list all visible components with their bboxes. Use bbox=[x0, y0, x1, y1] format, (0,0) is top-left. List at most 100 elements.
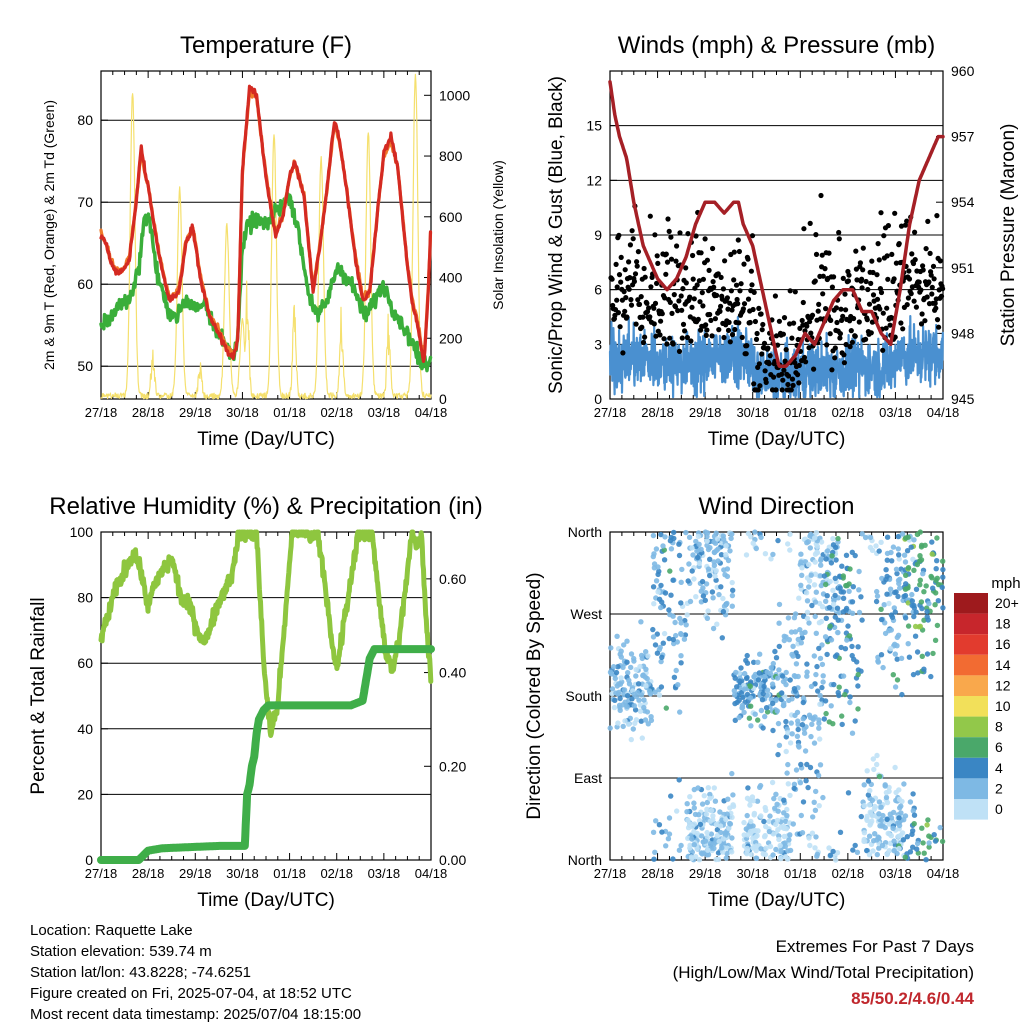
direction-point bbox=[884, 557, 890, 563]
gust-point bbox=[828, 317, 834, 323]
direction-point bbox=[776, 836, 782, 843]
legend-title: mph bbox=[991, 575, 1020, 592]
gust-point bbox=[632, 271, 639, 277]
y2-tick-label: 951 bbox=[951, 260, 975, 276]
direction-point bbox=[902, 592, 909, 599]
direction-point bbox=[776, 620, 782, 626]
direction-point bbox=[867, 809, 873, 815]
direction-point bbox=[725, 796, 731, 802]
gust-point bbox=[628, 302, 635, 308]
direction-point bbox=[675, 682, 681, 688]
direction-point bbox=[787, 531, 793, 537]
direction-point bbox=[820, 673, 826, 679]
direction-point bbox=[847, 566, 853, 572]
direction-point bbox=[878, 616, 885, 623]
direction-point bbox=[940, 566, 946, 573]
direction-point bbox=[815, 688, 821, 694]
gust-point bbox=[690, 252, 696, 259]
y-tick-label: 50 bbox=[77, 358, 93, 374]
direction-point bbox=[804, 540, 810, 546]
direction-point bbox=[678, 653, 684, 659]
direction-point bbox=[810, 716, 816, 723]
direction-point bbox=[699, 801, 706, 807]
gust-point bbox=[652, 232, 658, 238]
gust-point bbox=[918, 287, 924, 293]
direction-point bbox=[824, 651, 830, 658]
direction-point bbox=[699, 833, 705, 839]
direction-point bbox=[711, 845, 717, 852]
gust-point bbox=[896, 241, 902, 247]
direction-point bbox=[744, 845, 750, 852]
gust-point bbox=[874, 272, 880, 278]
direction-point bbox=[713, 568, 719, 574]
y-axis-label: Sonic/Prop Wind & Gust (Blue, Black) bbox=[546, 76, 567, 394]
gust-point bbox=[640, 314, 646, 320]
direction-point bbox=[809, 721, 815, 727]
direction-point bbox=[799, 830, 806, 836]
direction-point bbox=[704, 799, 710, 806]
direction-point bbox=[728, 535, 734, 542]
direction-point bbox=[898, 803, 904, 809]
gust-point bbox=[918, 321, 925, 327]
gust-point bbox=[690, 276, 696, 282]
gust-point bbox=[806, 345, 812, 351]
direction-point bbox=[881, 602, 887, 608]
x-tick-label: 02/18 bbox=[320, 866, 353, 881]
gust-point bbox=[673, 258, 679, 264]
direction-point bbox=[876, 835, 882, 841]
direction-point bbox=[774, 708, 780, 714]
gust-point bbox=[801, 354, 808, 361]
direction-point bbox=[678, 842, 684, 849]
legend-label: 16 bbox=[995, 636, 1011, 652]
direction-point bbox=[939, 838, 946, 845]
direction-point bbox=[901, 781, 907, 787]
direction-point bbox=[723, 552, 729, 558]
direction-point bbox=[701, 793, 707, 799]
direction-point bbox=[727, 820, 733, 827]
direction-point bbox=[696, 857, 703, 863]
gust-point bbox=[744, 343, 750, 349]
gust-point bbox=[800, 299, 806, 306]
direction-point bbox=[812, 571, 819, 577]
direction-point bbox=[783, 669, 789, 676]
direction-point bbox=[683, 529, 689, 536]
direction-point bbox=[671, 674, 678, 680]
y-tick-label: North bbox=[568, 852, 602, 868]
direction-point bbox=[817, 701, 823, 707]
direction-point bbox=[854, 849, 861, 855]
direction-point bbox=[695, 533, 702, 540]
direction-point bbox=[800, 699, 806, 706]
direction-point bbox=[832, 575, 838, 581]
direction-point bbox=[883, 576, 889, 583]
gust-point bbox=[678, 293, 684, 299]
direction-point bbox=[814, 549, 820, 555]
direction-point bbox=[682, 632, 689, 638]
gust-point bbox=[725, 327, 732, 333]
direction-point bbox=[791, 781, 798, 787]
direction-point bbox=[924, 608, 930, 615]
direction-point bbox=[866, 852, 873, 858]
direction-point bbox=[637, 708, 644, 714]
direction-point bbox=[660, 640, 666, 646]
gust-point bbox=[722, 258, 728, 264]
data-timestamp: Most recent data timestamp: 2025/07/04 1… bbox=[30, 1006, 362, 1023]
direction-point bbox=[876, 845, 882, 851]
direction-point bbox=[650, 584, 657, 590]
direction-point bbox=[720, 595, 726, 602]
direction-point bbox=[828, 703, 834, 709]
direction-point bbox=[689, 568, 695, 574]
direction-point bbox=[778, 855, 784, 862]
direction-point bbox=[731, 688, 737, 694]
direction-point bbox=[747, 828, 754, 835]
direction-point bbox=[793, 661, 800, 667]
gust-point bbox=[718, 303, 724, 309]
direction-point bbox=[874, 593, 881, 599]
gust-point bbox=[813, 251, 820, 257]
direction-point bbox=[770, 551, 776, 558]
direction-point bbox=[678, 631, 684, 638]
direction-point bbox=[618, 675, 624, 681]
direction-point bbox=[650, 532, 657, 539]
gust-point bbox=[820, 273, 826, 279]
legend-label: 4 bbox=[995, 760, 1003, 776]
gust-point bbox=[876, 257, 882, 263]
